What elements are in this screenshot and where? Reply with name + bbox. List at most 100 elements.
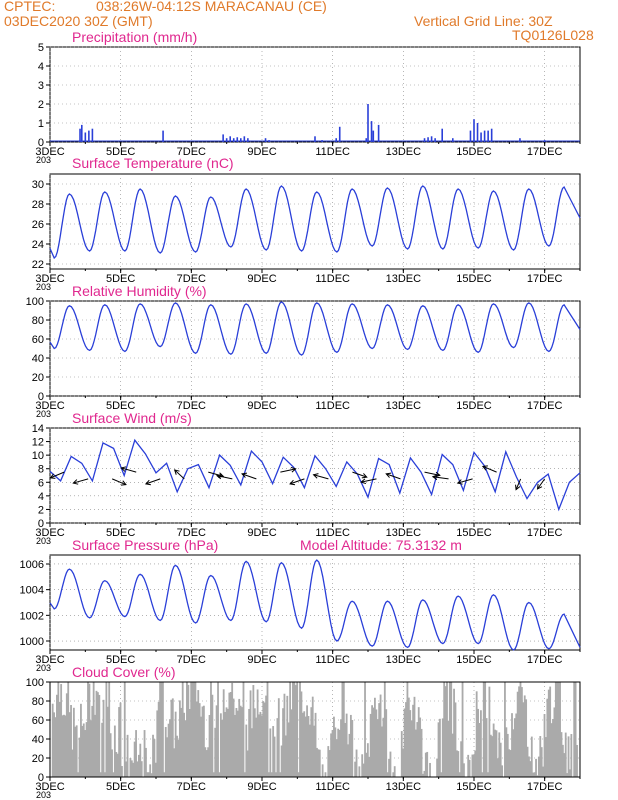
x-tick-label: 17DEC (527, 527, 563, 539)
cloud-bar (491, 736, 494, 777)
cloud-bar (376, 719, 379, 777)
cloud-bar (365, 752, 368, 777)
cloud-bar (416, 722, 419, 777)
cloud-bar (321, 764, 324, 777)
cloud-bar (334, 727, 337, 777)
cloud-bar (530, 736, 533, 777)
cloud-bar (477, 708, 479, 777)
cloud-bar (382, 717, 385, 777)
precip-bar (367, 104, 369, 142)
cloud-bar (437, 722, 440, 777)
x-tick-label: 15DEC (456, 146, 492, 158)
cloud-bar (567, 736, 570, 777)
cloud-bar (263, 702, 266, 777)
cloud-bar (251, 728, 253, 777)
cloud-bar (417, 707, 420, 777)
cloud-bar (361, 754, 364, 777)
cloud-bar (183, 712, 186, 777)
y-tick-label: 1002 (20, 610, 44, 622)
cloud-bar (328, 750, 331, 777)
wind-arrow (537, 478, 546, 490)
cloud-bar (372, 707, 375, 777)
cloud-bar (156, 710, 159, 777)
cloud-bar (318, 749, 321, 777)
wind-arrow-head (215, 473, 222, 480)
cloud-bar (289, 682, 292, 777)
cloud-bar (489, 734, 492, 777)
cloud-bar (351, 720, 354, 777)
cloud-bar (537, 756, 540, 777)
cloud-bar (381, 726, 383, 777)
cloud-bar (327, 746, 330, 777)
header-date: 03DEC2020 30Z (GMT) (4, 13, 153, 29)
precip-bar (225, 138, 228, 142)
cloud-bar (566, 773, 569, 777)
precip-bar (91, 128, 94, 142)
x-tick-label: 11DEC (315, 527, 350, 539)
x-tick-label: 11DEC (315, 654, 350, 666)
cloud-bar (200, 716, 202, 777)
precip-bar (430, 136, 433, 142)
cloud-bar (458, 772, 461, 777)
x-tick-label: 11DEC (315, 146, 350, 158)
cloud-bar (563, 753, 566, 777)
cloud-bar (560, 732, 563, 777)
cloud-bar (217, 682, 219, 777)
cloud-bar (283, 693, 286, 777)
precip-bar (476, 123, 479, 142)
panel-5: 0 20 40 60 80 100 3DEC 5DEC 7DEC 9DEC 11DEC 13DEC 15… (26, 664, 581, 800)
y-tick-label: 40 (32, 734, 44, 746)
cloud-bar (347, 744, 349, 777)
cloud-bar (231, 682, 234, 777)
cloud-bar (193, 682, 195, 777)
cloud-bar (313, 725, 316, 777)
cloud-bar (201, 706, 204, 777)
cloud-bar (157, 701, 160, 777)
panel-title: Surface Pressure (hPa) (72, 537, 218, 553)
cloud-bar (145, 747, 147, 777)
cloud-bar (420, 728, 423, 777)
cloud-bar (335, 739, 338, 777)
cloud-bar (392, 772, 395, 777)
x-tick-label: 7DEC (177, 146, 206, 158)
cloud-bar (388, 758, 390, 777)
cloud-bar (299, 682, 301, 777)
cloud-bar (463, 763, 465, 777)
cloud-bar (495, 730, 498, 777)
cloud-bar (454, 702, 457, 777)
y-tick-label: 2 (38, 99, 44, 111)
cloud-bar (143, 730, 146, 777)
cloud-bar (549, 686, 552, 777)
panel-annotation: Model Altitude: 75.3132 m (300, 537, 462, 553)
cloud-bar (121, 766, 123, 777)
precip-bar (335, 138, 337, 142)
wind-arrow-head (120, 480, 127, 486)
cloud-bar (205, 750, 208, 777)
cloud-bar (457, 751, 460, 777)
cloud-bar (89, 720, 92, 777)
precip-bar (469, 130, 472, 142)
cloud-bar (436, 758, 439, 777)
cloud-bar (113, 725, 116, 777)
cloud-bar (553, 707, 556, 777)
x-tick-label: 9DEC (247, 400, 276, 412)
x-axis-stub-label: 203 (36, 663, 51, 673)
precip-bar (314, 136, 316, 142)
x-axis-stub-label: 203 (36, 155, 51, 165)
cloud-bar (60, 684, 63, 777)
cloud-bar (71, 749, 74, 777)
cloud-bar (419, 717, 422, 777)
cloud-bar (214, 727, 217, 777)
cloud-bar (513, 718, 516, 777)
cloud-bar (340, 719, 342, 777)
cloud-bar (116, 753, 119, 777)
cloud-bar (238, 698, 241, 777)
cloud-bar (194, 682, 197, 777)
cloud-bar (208, 714, 211, 777)
cloud-bar (498, 732, 501, 777)
x-tick-label: 9DEC (247, 781, 276, 793)
header-code: TQ0126L028 (512, 27, 594, 43)
cloud-bar (509, 750, 512, 777)
wind-arrow-head (360, 478, 367, 485)
wind-arrow-head (536, 483, 543, 490)
